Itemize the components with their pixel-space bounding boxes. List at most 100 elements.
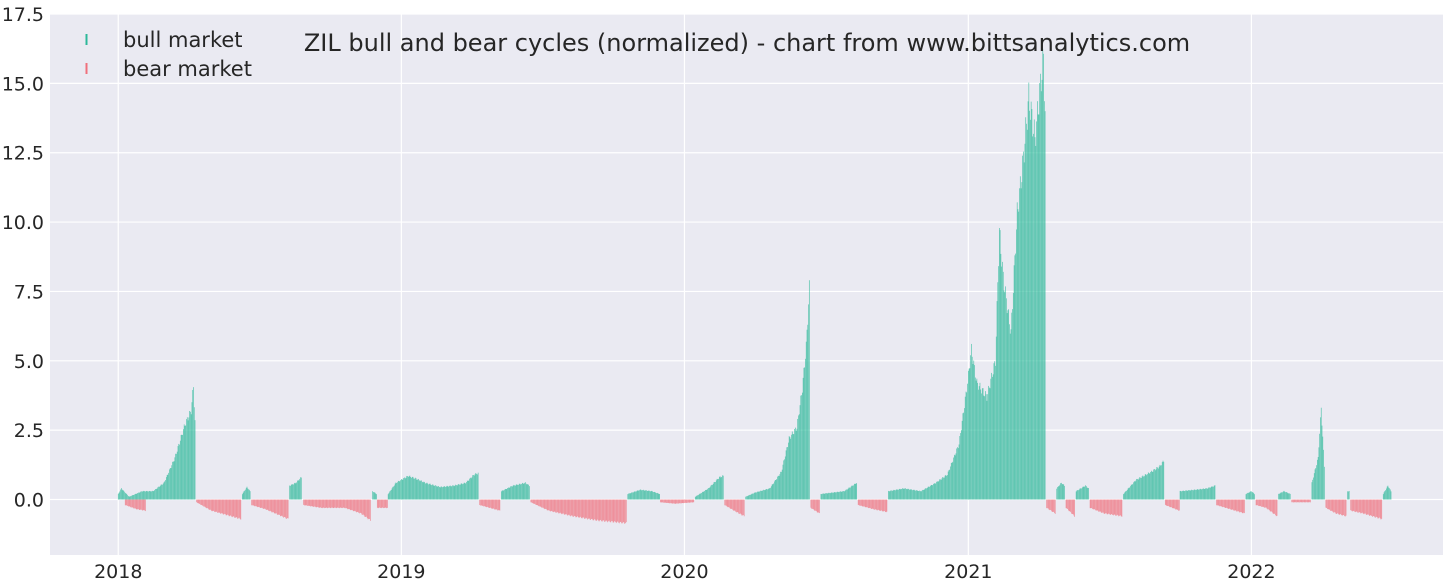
bull-bar bbox=[372, 491, 374, 500]
bull-bar bbox=[1211, 486, 1213, 500]
x-tick-label: 2021 bbox=[944, 561, 992, 583]
bull-bar bbox=[915, 490, 916, 500]
bear-bar bbox=[253, 499, 255, 506]
bull-bar bbox=[953, 457, 954, 500]
bull-bar bbox=[1057, 486, 1059, 500]
bull-bar bbox=[760, 490, 762, 500]
bull-bar bbox=[138, 492, 139, 500]
bear-bar bbox=[1046, 499, 1048, 509]
bull-bar bbox=[899, 488, 901, 500]
bull-bar bbox=[764, 490, 766, 500]
bear-bar bbox=[497, 499, 498, 511]
bull-bar bbox=[1088, 488, 1089, 500]
bear-bar bbox=[1273, 499, 1275, 514]
bull-bar bbox=[159, 486, 160, 500]
bear-bar bbox=[1333, 499, 1334, 513]
bull-bar bbox=[1014, 255, 1016, 500]
bull-bar bbox=[1018, 211, 1020, 500]
bear-bar bbox=[283, 499, 284, 518]
bull-bar bbox=[629, 493, 631, 500]
bull-bar bbox=[1012, 293, 1014, 500]
bear-bar bbox=[214, 499, 216, 513]
bear-bar bbox=[1106, 499, 1108, 515]
bear-bar bbox=[620, 499, 622, 522]
bear-bar bbox=[280, 499, 281, 517]
bull-bar bbox=[1013, 265, 1015, 500]
bear-bar bbox=[613, 499, 615, 523]
bear-bar bbox=[1244, 499, 1245, 514]
bull-bar bbox=[652, 491, 653, 500]
bull-bar bbox=[1314, 469, 1316, 500]
bull-bar bbox=[850, 487, 851, 500]
x-tick-label: 2018 bbox=[94, 561, 142, 583]
bear-bar bbox=[1292, 499, 1293, 503]
bear-bar bbox=[1261, 499, 1262, 507]
bull-bar bbox=[192, 389, 194, 500]
bull-bar bbox=[1075, 491, 1077, 500]
bull-bar bbox=[1251, 492, 1253, 500]
bear-bar bbox=[335, 499, 336, 508]
bull-bar bbox=[511, 486, 513, 500]
bull-bar bbox=[632, 492, 633, 500]
bear-bar bbox=[574, 499, 576, 517]
bull-bar bbox=[781, 469, 783, 500]
bull-bar bbox=[698, 494, 699, 500]
bear-bar bbox=[1114, 499, 1116, 515]
bear-bar bbox=[664, 499, 666, 503]
bear-bar bbox=[1098, 499, 1099, 512]
bull-bar bbox=[967, 383, 968, 500]
bear-bar bbox=[1274, 499, 1276, 514]
bear-bar bbox=[338, 499, 339, 508]
bear-bar bbox=[318, 499, 319, 508]
bear-bar bbox=[132, 499, 134, 508]
bear-bar bbox=[1258, 499, 1260, 507]
bear-bar bbox=[1113, 499, 1114, 516]
bull-bar bbox=[713, 482, 715, 500]
bull-bar bbox=[933, 483, 935, 500]
bear-bar bbox=[1165, 499, 1167, 506]
bull-bar bbox=[426, 482, 428, 500]
bear-bar bbox=[859, 499, 861, 506]
bear-bar bbox=[1054, 499, 1056, 514]
bear-bar bbox=[875, 499, 877, 510]
bear-bar bbox=[1110, 499, 1112, 515]
bull-bar bbox=[158, 486, 159, 500]
bull-bar bbox=[242, 494, 243, 500]
bull-bar bbox=[706, 489, 708, 500]
bull-bar bbox=[1189, 490, 1191, 500]
bull-bar bbox=[979, 382, 981, 500]
bull-bar bbox=[1155, 469, 1157, 500]
bull-bar bbox=[826, 493, 827, 500]
bear-bar bbox=[618, 499, 619, 523]
bull-bar bbox=[1161, 465, 1162, 500]
bull-bar bbox=[1209, 487, 1211, 500]
bull-bar bbox=[1207, 488, 1209, 500]
bear-bar bbox=[864, 499, 865, 507]
bear-bar bbox=[1177, 499, 1179, 510]
bear-bar bbox=[230, 499, 232, 516]
bear-bar bbox=[255, 499, 257, 507]
bull-bar bbox=[771, 484, 773, 500]
bull-bar bbox=[1161, 462, 1163, 500]
bull-bar bbox=[700, 493, 702, 500]
bull-bar bbox=[978, 386, 980, 500]
bull-bar bbox=[1017, 209, 1019, 500]
bear-bar bbox=[539, 499, 541, 507]
bull-bar bbox=[435, 485, 437, 500]
bull-bar bbox=[150, 491, 152, 500]
bear-bar bbox=[560, 499, 561, 513]
bull-bar bbox=[463, 482, 465, 500]
bear-bar bbox=[483, 499, 485, 507]
bear-bar bbox=[145, 499, 146, 512]
bear-bar bbox=[692, 499, 694, 503]
bear-bar bbox=[739, 499, 740, 514]
bull-bar bbox=[160, 484, 162, 500]
bull-bar bbox=[774, 480, 776, 500]
bear-bar bbox=[1089, 499, 1091, 509]
bull-bar bbox=[807, 324, 809, 500]
bull-bar bbox=[298, 480, 300, 500]
bull-bar bbox=[980, 389, 982, 500]
bear-bar bbox=[1228, 499, 1230, 509]
bear-bar bbox=[204, 499, 205, 507]
bull-bar bbox=[1130, 484, 1132, 500]
